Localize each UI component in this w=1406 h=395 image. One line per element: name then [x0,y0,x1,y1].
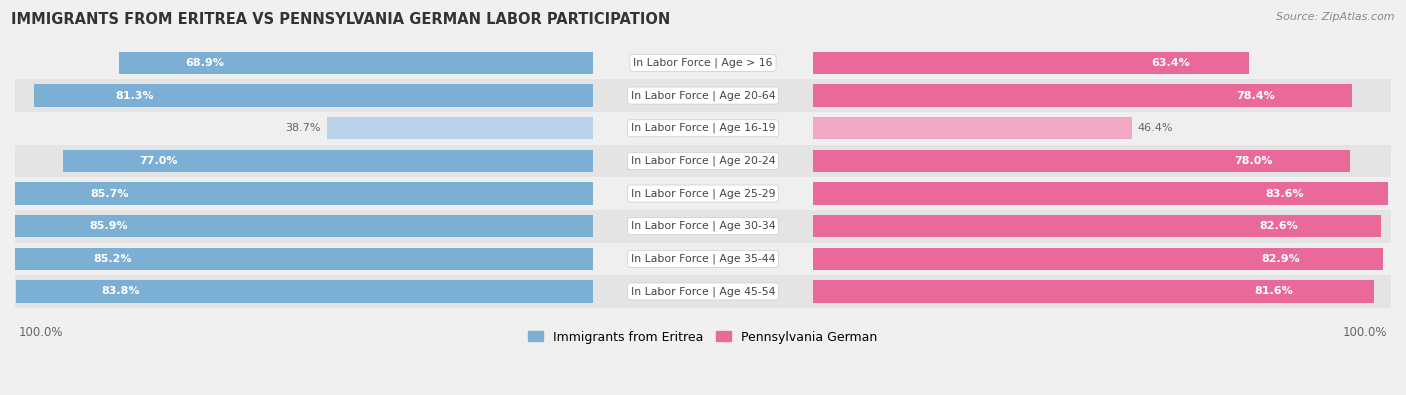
Text: In Labor Force | Age 20-24: In Labor Force | Age 20-24 [631,156,775,166]
Bar [15,47,1391,79]
Bar [15,79,1391,112]
Bar [15,177,1391,210]
Text: In Labor Force | Age > 16: In Labor Force | Age > 16 [633,58,773,68]
Text: 81.6%: 81.6% [1254,286,1292,297]
Text: IMMIGRANTS FROM ERITREA VS PENNSYLVANIA GERMAN LABOR PARTICIPATION: IMMIGRANTS FROM ERITREA VS PENNSYLVANIA … [11,12,671,27]
Text: 85.7%: 85.7% [90,188,129,199]
Bar [15,275,1391,308]
Bar [3,182,593,205]
Text: 81.3%: 81.3% [115,90,153,101]
Bar [15,210,1391,243]
Bar [813,215,1381,237]
Bar [17,280,593,303]
Bar [813,85,1353,107]
Text: In Labor Force | Age 16-19: In Labor Force | Age 16-19 [631,123,775,134]
Text: 83.8%: 83.8% [101,286,139,297]
Text: 68.9%: 68.9% [184,58,224,68]
Text: 82.9%: 82.9% [1261,254,1301,264]
Bar [813,52,1250,74]
Bar [7,248,593,270]
Bar [63,150,593,172]
Text: 63.4%: 63.4% [1152,58,1189,68]
Text: 83.6%: 83.6% [1265,188,1303,199]
Text: 78.0%: 78.0% [1234,156,1272,166]
Text: 38.7%: 38.7% [285,123,321,133]
Bar [813,150,1350,172]
Text: 77.0%: 77.0% [139,156,177,166]
Bar [15,145,1391,177]
Text: In Labor Force | Age 45-54: In Labor Force | Age 45-54 [631,286,775,297]
Text: 46.4%: 46.4% [1137,123,1174,133]
Text: 78.4%: 78.4% [1236,90,1275,101]
Bar [813,280,1375,303]
Text: In Labor Force | Age 30-34: In Labor Force | Age 30-34 [631,221,775,231]
Text: Source: ZipAtlas.com: Source: ZipAtlas.com [1277,12,1395,22]
Text: In Labor Force | Age 20-64: In Labor Force | Age 20-64 [631,90,775,101]
Bar [1,215,593,237]
Bar [120,52,593,74]
Bar [326,117,593,139]
Bar [813,248,1384,270]
Text: 100.0%: 100.0% [18,326,63,339]
Bar [15,112,1391,145]
Bar [813,182,1388,205]
Legend: Immigrants from Eritrea, Pennsylvania German: Immigrants from Eritrea, Pennsylvania Ge… [523,325,883,348]
Text: 85.2%: 85.2% [93,254,132,264]
Text: 100.0%: 100.0% [1343,326,1388,339]
Text: In Labor Force | Age 35-44: In Labor Force | Age 35-44 [631,254,775,264]
Text: 82.6%: 82.6% [1260,221,1299,231]
Bar [15,243,1391,275]
Text: In Labor Force | Age 25-29: In Labor Force | Age 25-29 [631,188,775,199]
Bar [813,117,1132,139]
Bar [34,85,593,107]
Text: 85.9%: 85.9% [89,221,128,231]
